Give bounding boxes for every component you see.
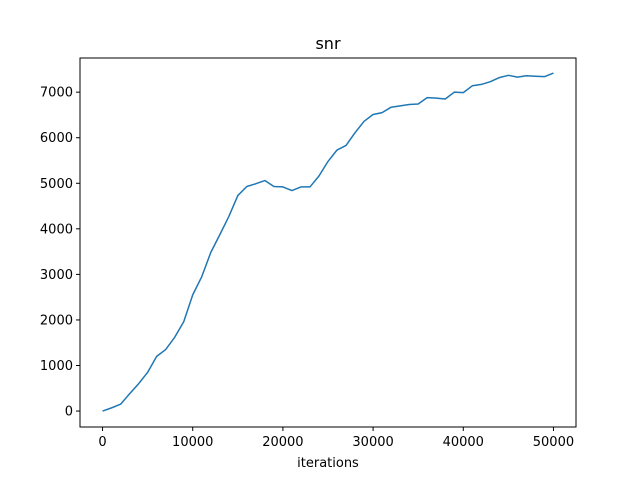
x-axis-label: iterations (297, 456, 359, 471)
y-tick-label: 1000 (40, 359, 73, 374)
y-tick-label: 5000 (40, 177, 73, 192)
x-tick-label: 50000 (533, 435, 574, 450)
y-tick-label: 6000 (40, 131, 73, 146)
x-tick-label: 30000 (352, 435, 393, 450)
x-tick-label: 0 (98, 435, 106, 450)
y-tick-label: 3000 (40, 268, 73, 283)
x-axis: 0 10000 20000 30000 40000 50000 (98, 427, 574, 450)
y-tick-label: 7000 (40, 86, 73, 101)
chart-title: snr (315, 34, 340, 53)
x-tick-label: 40000 (443, 435, 484, 450)
plot-frame (79, 57, 577, 428)
y-tick-label: 2000 (40, 313, 73, 328)
plot-area (79, 57, 577, 428)
y-tick-label: 4000 (40, 222, 73, 237)
y-axis: 0 1000 2000 3000 4000 5000 6000 7000 (40, 86, 80, 420)
series-line-0 (102, 72, 554, 412)
x-tick-label: 10000 (172, 435, 213, 450)
x-tick-label: 20000 (262, 435, 303, 450)
y-tick-label: 0 (65, 405, 73, 420)
